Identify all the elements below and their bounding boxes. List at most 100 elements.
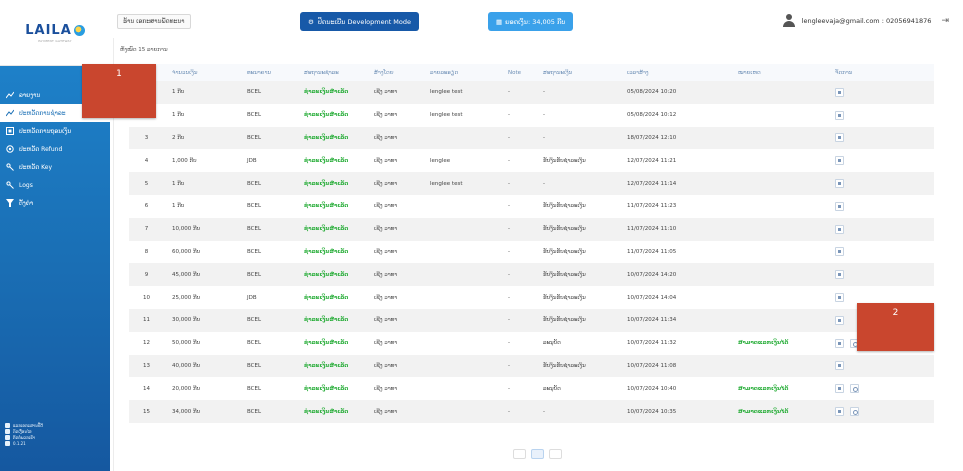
cell-remark xyxy=(730,149,827,173)
cell-time: 10/07/2024 10:35 xyxy=(619,400,730,423)
cell-bank: BCEL xyxy=(239,172,296,195)
cell-bank: BCEL xyxy=(239,400,296,423)
cell-actions xyxy=(827,377,934,401)
view-detail-icon[interactable] xyxy=(835,179,844,189)
cell-bank: BCEL xyxy=(239,377,296,401)
cell-note: - xyxy=(500,263,535,287)
cell-status: ຊຳລະເງິນສຳເລັດ xyxy=(296,308,366,332)
version-icon xyxy=(5,440,10,446)
sidebar-item-logs[interactable]: Logs xyxy=(0,176,110,194)
table-row: 4 1,000 ກີບ JDB ຊຳລະເງິນສຳເລັດ ເຊີງ ວາທາ leng… xyxy=(129,149,934,173)
cell-status: ຊຳລະເງິນສຳເລັດ xyxy=(296,263,366,287)
cell-remark xyxy=(730,354,827,378)
pager-page-button[interactable] xyxy=(531,449,544,459)
view-detail-icon[interactable] xyxy=(835,201,844,211)
view-detail-icon[interactable] xyxy=(835,384,844,394)
cell-status: ຊຳລະເງິນສຳເລັດ xyxy=(296,217,366,241)
view-detail-icon[interactable] xyxy=(835,270,844,280)
divider xyxy=(113,38,114,471)
cell-actions xyxy=(827,354,934,378)
logo-mark-icon xyxy=(73,24,85,36)
cell-by: ເຊີງ ວາທາ xyxy=(366,126,422,150)
sidebar-item-withdraw-history[interactable]: ປະຫວັດການຖອນເງິນ xyxy=(0,122,110,140)
cell-amount: 45,000 ກີບ xyxy=(164,263,239,287)
cell-remark xyxy=(730,240,827,264)
sidebar-item-refund-history[interactable]: ປະຫວັດ Refund xyxy=(0,140,110,158)
cell-by: ເຊີງ ວາທາ xyxy=(366,263,422,287)
view-detail-icon[interactable] xyxy=(835,338,844,348)
cell-amount: 1 ກີບ xyxy=(164,103,239,127)
view-detail-icon[interactable] xyxy=(835,247,844,257)
refund-icon xyxy=(6,145,14,153)
cell-no: 14 xyxy=(129,377,164,401)
cell-detail: lenglee test xyxy=(422,103,500,127)
footer-link-terms[interactable]: ກົດເງື່ອນໄຂ xyxy=(5,428,43,434)
development-mode-button[interactable]: ⚙ ປິດນະເບີນ Development Mode xyxy=(300,12,420,31)
cell-actions xyxy=(827,194,934,218)
view-detail-icon[interactable] xyxy=(835,293,844,303)
view-detail-icon[interactable] xyxy=(835,87,844,97)
cell-remark xyxy=(730,126,827,150)
terms-icon xyxy=(5,428,10,434)
view-detail-icon[interactable] xyxy=(835,156,844,166)
cell-detail xyxy=(422,331,500,355)
table-header-row: ຈຳນວນເງິນ ທະນາຄານ ສະຖານະຊຳລະ ສ້າງໂດຍ ລາຍ… xyxy=(129,64,934,81)
refund-action-icon[interactable] xyxy=(850,384,859,394)
annotation-marker-1: 1 xyxy=(82,64,156,118)
cell-by: ເຊີງ ວາທາ xyxy=(366,286,422,309)
cell-status: ຊຳລະເງິນສຳເລັດ xyxy=(296,149,366,173)
balance-label: ຍອດເງິນ: 34,005 ກີບ xyxy=(505,17,566,26)
footer-link-contact[interactable]: ຕິດຕໍ່ພວກເຮົາ xyxy=(5,434,43,440)
cell-status: ຊຳລະເງິນສຳເລັດ xyxy=(296,240,366,264)
view-detail-icon[interactable] xyxy=(835,361,844,371)
payments-table: ຈຳນວນເງິນ ທະນາຄານ ສະຖານະຊຳລະ ສ້າງໂດຍ ລາຍ… xyxy=(129,64,934,423)
pager-next-button[interactable] xyxy=(549,449,562,459)
view-detail-icon[interactable] xyxy=(835,315,844,325)
footer-link-docs[interactable]: ແລກເອກະສານປີ້ດີ xyxy=(5,422,43,428)
store-selector[interactable]: ຮ້ານ ເອກະສານພັດທະນາ xyxy=(117,14,191,29)
pagination xyxy=(513,449,562,459)
sidebar-item-settings[interactable]: ຕັ້ງຄ່າ xyxy=(0,194,110,212)
view-detail-icon[interactable] xyxy=(835,110,844,120)
user-menu[interactable]: lengleevaja@gmail.com : 02056941876 ⇥ xyxy=(782,14,949,28)
logout-icon[interactable]: ⇥ xyxy=(941,16,949,26)
cell-by: ເຊີງ ວາທາ xyxy=(366,354,422,378)
cell-actions xyxy=(827,81,934,104)
cell-status: ຊຳລະເງິນສຳເລັດ xyxy=(296,377,366,401)
cell-no: 9 xyxy=(129,263,164,287)
cell-remark xyxy=(730,308,827,332)
cell-amount: 34,000 ກີບ xyxy=(164,400,239,423)
col-header-actions: ຈັດການ xyxy=(827,64,934,81)
pager-prev-button[interactable] xyxy=(513,449,526,459)
cell-money-status: ລະນຸບັດ xyxy=(535,331,619,355)
refund-action-icon[interactable] xyxy=(850,407,859,417)
table-row: 8 60,000 ກີບ BCEL ຊຳລະເງິນສຳເລັດ ເຊີງ ວາທາ - ຮ… xyxy=(129,240,934,264)
sidebar-footer: ແລກເອກະສານປີ້ດີ ກົດເງື່ອນໄຂ ຕິດຕໍ່ພວກເຮົ… xyxy=(5,422,43,446)
cell-time: 05/08/2024 10:20 xyxy=(619,81,730,104)
view-detail-icon[interactable] xyxy=(835,224,844,234)
table-row: 13 40,000 ກີບ BCEL ຊຳລະເງິນສຳເລັດ ເຊີງ ວາທາ -… xyxy=(129,354,934,378)
col-header-detail: ລາຍລະອຽດ xyxy=(422,64,500,81)
cell-bank: BCEL xyxy=(239,126,296,150)
cell-money-status: ລະນຸບັດ xyxy=(535,377,619,401)
chart-icon xyxy=(6,91,14,99)
sidebar-item-label: ປະຫວັດການຖອນເງິນ xyxy=(19,127,72,135)
cell-note: - xyxy=(500,331,535,355)
cell-actions xyxy=(827,172,934,195)
logo-text: LAILA xyxy=(25,22,72,38)
sidebar-item-report[interactable]: ລາຍງານ xyxy=(0,86,110,104)
cell-time: 10/07/2024 11:34 xyxy=(619,308,730,332)
view-detail-icon[interactable] xyxy=(835,407,844,417)
view-detail-icon[interactable] xyxy=(835,133,844,143)
cell-time: 11/07/2024 11:10 xyxy=(619,217,730,241)
table-row: 10 25,000 ກີບ JDB ຊຳລະເງິນສຳເລັດ ເຊີງ ວາທາ - ຮ… xyxy=(129,286,934,309)
cell-amount: 60,000 ກີບ xyxy=(164,240,239,264)
cell-money-status: ຮັບງິນຮັບຊຳລະເງິນ xyxy=(535,217,619,241)
wallet-icon: ▦ xyxy=(496,17,503,26)
sidebar-item-key-history[interactable]: ປະຫວັດ Key xyxy=(0,158,110,176)
cell-remark xyxy=(730,217,827,241)
balance-badge[interactable]: ▦ ຍອດເງິນ: 34,005 ກີບ xyxy=(488,12,574,31)
logo-area: LAILA PAYMENT GATEWAY xyxy=(0,0,110,66)
